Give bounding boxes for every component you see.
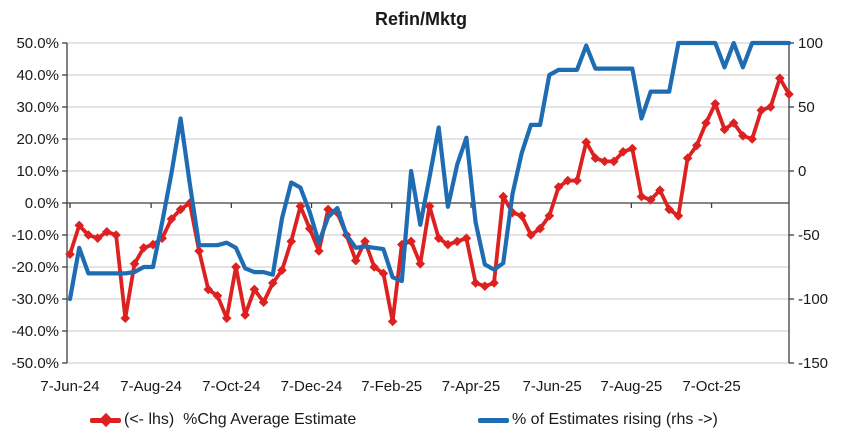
left-axis: 50.0% 40.0% 30.0% 20.0% 10.0% 0.0% -10.0% -20.0… [11,35,68,372]
x-axis-tick-label: 7-Feb-25 [361,378,422,395]
x-axis-tick-label: 7-Aug-24 [120,378,182,395]
right-axis-tick-label: 0 [798,163,806,180]
x-axis-tick-label: 7-Jun-25 [522,378,581,395]
x-axis-tick-label: 7-Dec-24 [281,378,343,395]
series-lhs-pct-chg [68,76,791,324]
x-axis-tick-label: 7-Aug-25 [601,378,663,395]
left-axis-tick-label: 50.0% [16,35,59,52]
blue-line-swatch [478,417,509,423]
left-axis-tick-label: 40.0% [16,67,59,84]
left-axis-tick-label: 20.0% [16,131,59,148]
left-axis-tick-label: -40.0% [11,323,59,340]
right-axis-tick-label: -150 [798,355,828,372]
left-axis-tick-label: -10.0% [11,227,59,244]
left-axis-tick-label: 0.0% [25,195,59,212]
right-axis-tick-label: -50 [798,227,820,244]
legend-item-lhs: (<- lhs) %Chg Average Estimate [90,408,356,432]
left-axis-tick-label: -30.0% [11,291,59,308]
x-axis-tick-label: 7-Oct-25 [682,378,740,395]
left-axis-tick-label: 30.0% [16,99,59,116]
left-axis-tick-label: -50.0% [11,355,59,372]
series-rhs-estimates-rising [67,40,792,302]
legend-label-lhs: (<- lhs) %Chg Average Estimate [124,411,357,428]
x-axis-tick-label: 7-Apr-25 [442,378,500,395]
right-axis: 100 50 0 -50 -100 -150 [788,35,828,372]
chart-title: Refin/Mktg [375,9,467,29]
legend-item-rhs: % of Estimates rising (rhs ->) [478,408,718,432]
right-axis-tick-label: -100 [798,291,828,308]
legend-label-rhs: % of Estimates rising (rhs ->) [512,411,718,428]
x-axis-tick-label: 7-Oct-24 [202,378,260,395]
series-lhs-markers [65,73,794,327]
left-axis-tick-label: -20.0% [11,259,59,276]
red-diamond-swatch [98,412,114,427]
left-axis-tick-label: 10.0% [16,163,59,180]
right-axis-tick-label: 50 [798,99,815,116]
right-axis-tick-label: 100 [798,35,823,52]
lhs-series-legend-marker-icon [90,412,121,427]
x-axis-tick-label: 7-Jun-24 [40,378,99,395]
rhs-series-legend-marker-icon [478,417,509,423]
